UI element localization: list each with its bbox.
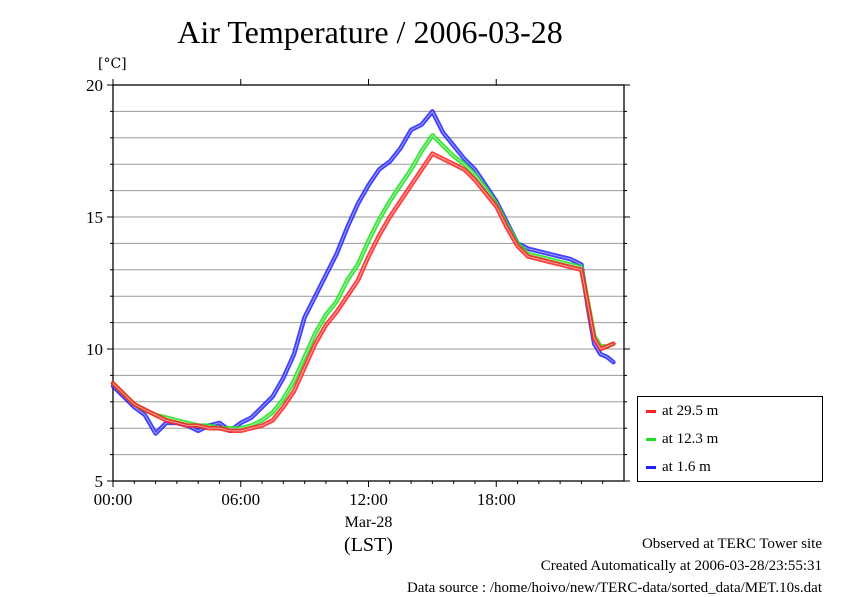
legend-label: at 29.5 m [662, 403, 719, 419]
series-line-1 [110, 132, 616, 431]
legend-item-1-6m: at 1.6 m [646, 459, 711, 479]
footer-source: Data source : /home/hoivo/new/TERC-data/… [406, 580, 822, 596]
y-tick-label: 20 [86, 76, 103, 95]
x-date-label: Mar-28 [345, 514, 393, 531]
series-highlight-2 [112, 111, 614, 434]
footer-created: Created Automatically at 2006-03-28/23:5… [540, 558, 822, 574]
legend-swatch-blue [646, 466, 656, 470]
legend-item-29-5m: at 29.5 m [646, 403, 718, 423]
x-axis-label: (LST) [344, 534, 393, 556]
legend-swatch-green [646, 438, 656, 442]
legend-label: at 1.6 m [662, 459, 711, 475]
legend-item-12-3m: at 12.3 m [646, 431, 718, 451]
footer-site: Observed at TERC Tower site [641, 536, 822, 552]
y-tick-label: 5 [95, 472, 104, 491]
x-tick-label: 00:00 [94, 490, 133, 509]
x-tick-label: 06:00 [221, 490, 260, 509]
y-unit-label: [°C] [98, 56, 127, 72]
x-tick-label: 18:00 [477, 490, 516, 509]
y-tick-label: 15 [86, 208, 103, 227]
legend-swatch-red [646, 410, 656, 414]
legend-label: at 12.3 m [662, 431, 719, 447]
series-highlight-1 [112, 134, 614, 429]
series-highlight-0 [112, 153, 614, 432]
chart-title: Air Temperature / 2006-03-28 [177, 14, 563, 50]
y-tick-label: 10 [86, 340, 103, 359]
x-tick-label: 12:00 [349, 490, 388, 509]
chart-legend: at 29.5 m at 12.3 m at 1.6 m [637, 396, 823, 482]
